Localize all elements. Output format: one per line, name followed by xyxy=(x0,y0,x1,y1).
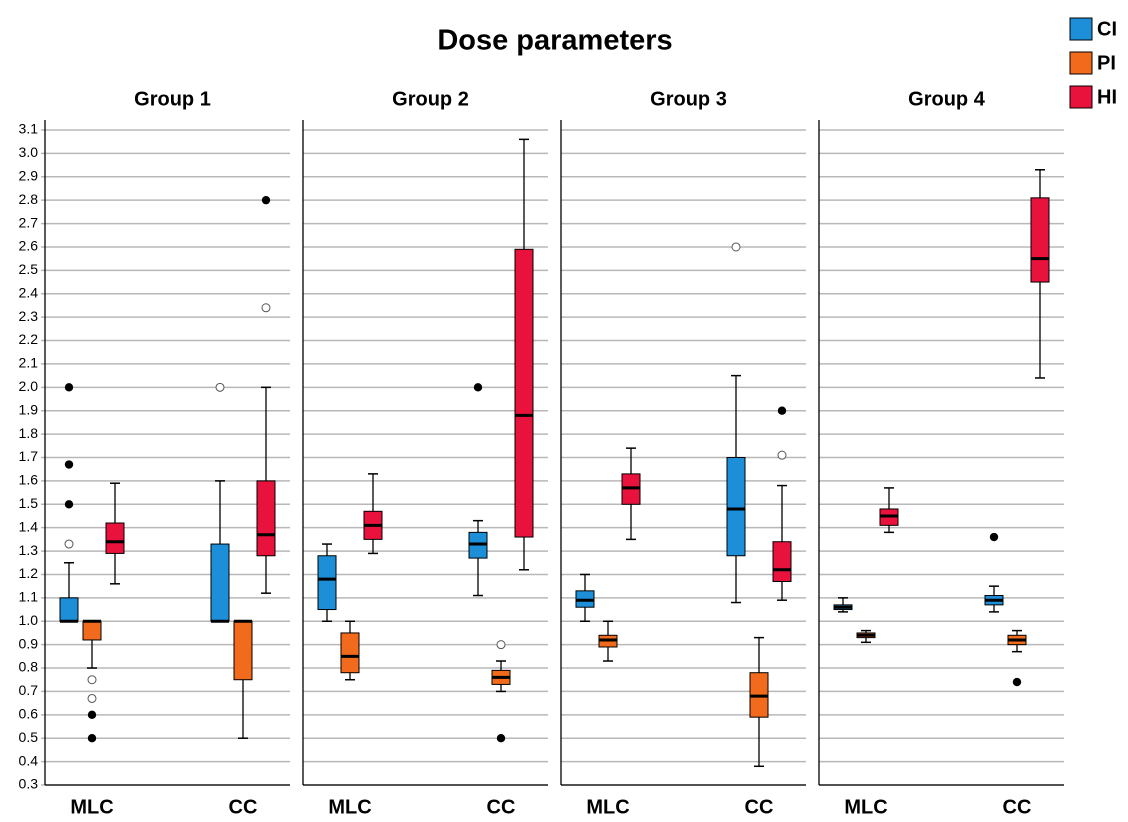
chart-title: Dose parameters xyxy=(437,25,672,57)
box xyxy=(317,555,337,611)
y-tick-label: 2.8 xyxy=(19,191,39,207)
x-tick-label: MLC xyxy=(70,796,113,818)
box xyxy=(82,620,102,641)
outlier xyxy=(777,450,787,460)
extreme-outlier xyxy=(64,460,74,469)
outlier xyxy=(261,303,271,313)
y-tick-label: 2.3 xyxy=(19,308,39,324)
legend-swatch xyxy=(1069,85,1093,109)
box xyxy=(514,248,534,538)
panel-title: Group 4 xyxy=(908,88,986,110)
y-tick-label: 1.2 xyxy=(19,565,39,581)
extreme-outlier xyxy=(1012,677,1022,687)
x-tick-label: CC xyxy=(229,796,258,818)
y-tick-label: 3.1 xyxy=(19,121,39,137)
y-tick-label: 0.4 xyxy=(19,752,39,768)
x-tick-label: CC xyxy=(1003,796,1032,818)
y-tick-label: 2.9 xyxy=(19,167,39,183)
extreme-outlier xyxy=(87,710,97,720)
y-tick-label: 2.2 xyxy=(19,331,39,347)
panel-title: Group 3 xyxy=(650,88,727,110)
outlier xyxy=(64,539,74,549)
legend-swatch xyxy=(1069,51,1093,75)
y-tick-label: 0.5 xyxy=(19,729,39,745)
y-tick-label: 1.5 xyxy=(19,495,39,511)
x-tick-label: CC xyxy=(487,796,516,818)
extreme-outlier xyxy=(777,406,787,415)
box xyxy=(726,457,746,557)
y-tick-label: 3.0 xyxy=(19,144,39,160)
extreme-outlier xyxy=(64,383,74,392)
y-tick-label: 0.8 xyxy=(19,659,39,675)
legend-swatch xyxy=(1069,17,1093,41)
y-tick-label: 2.6 xyxy=(19,238,39,254)
outlier xyxy=(87,693,97,703)
box xyxy=(233,620,253,681)
box xyxy=(59,597,79,622)
box xyxy=(256,480,276,557)
box xyxy=(105,522,125,554)
x-tick-label: MLC xyxy=(844,796,887,818)
x-tick-label: MLC xyxy=(328,796,371,818)
outlier xyxy=(215,382,225,392)
y-tick-label: 2.4 xyxy=(19,284,39,300)
legend-label: HI xyxy=(1097,86,1117,108)
extreme-outlier xyxy=(87,734,97,743)
legend-label: PI xyxy=(1097,52,1116,74)
y-tick-label: 1.9 xyxy=(19,401,39,417)
y-tick-label: 2.5 xyxy=(19,261,39,277)
y-tick-label: 0.7 xyxy=(19,682,39,698)
outlier xyxy=(496,640,506,650)
y-tick-label: 1.4 xyxy=(19,518,39,534)
box xyxy=(340,632,360,674)
panel-title: Group 1 xyxy=(134,88,211,110)
x-tick-label: CC xyxy=(745,796,774,818)
y-tick-label: 1.3 xyxy=(19,542,39,558)
legend-label: CI xyxy=(1097,18,1117,40)
panel-title: Group 2 xyxy=(392,88,469,110)
y-tick-label: 1.8 xyxy=(19,425,39,441)
extreme-outlier xyxy=(64,500,74,509)
y-tick-label: 0.9 xyxy=(19,635,39,651)
extreme-outlier xyxy=(496,734,506,743)
outlier xyxy=(731,242,741,252)
extreme-outlier xyxy=(989,532,999,542)
box xyxy=(772,541,792,582)
y-tick-label: 2.1 xyxy=(19,355,39,371)
y-tick-label: 1.1 xyxy=(19,589,39,605)
box xyxy=(1030,197,1050,283)
y-tick-label: 1.7 xyxy=(19,448,39,464)
y-tick-label: 2.7 xyxy=(19,214,39,230)
y-tick-label: 1.6 xyxy=(19,472,39,488)
box xyxy=(210,543,230,622)
outlier xyxy=(87,675,97,685)
extreme-outlier xyxy=(473,383,483,392)
y-tick-label: 0.6 xyxy=(19,706,39,722)
y-tick-label: 2.0 xyxy=(19,378,39,394)
y-tick-label: 0.3 xyxy=(19,776,39,792)
x-tick-label: MLC xyxy=(586,796,629,818)
extreme-outlier xyxy=(261,195,271,205)
y-tick-label: 1.0 xyxy=(19,612,39,628)
